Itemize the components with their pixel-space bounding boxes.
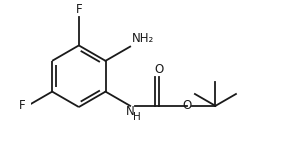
Text: O: O bbox=[154, 63, 163, 76]
Text: F: F bbox=[75, 3, 82, 16]
Text: N: N bbox=[126, 105, 134, 118]
Text: NH₂: NH₂ bbox=[132, 32, 154, 45]
Text: F: F bbox=[19, 99, 26, 112]
Text: O: O bbox=[182, 99, 192, 112]
Text: H: H bbox=[133, 112, 141, 122]
